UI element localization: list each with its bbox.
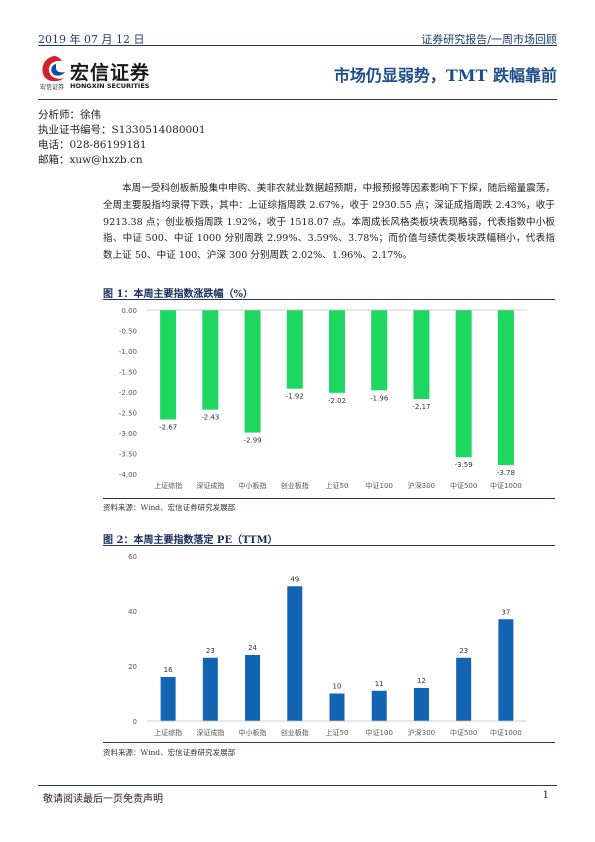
footer-divider [38, 785, 557, 786]
logo-name-cn: 宏信证券 [70, 62, 151, 84]
report-type: 证券研究报告/一周市场回顾 [421, 33, 557, 46]
x-tick-label: 上证综指 [154, 481, 182, 490]
footer-disclaimer: 敬请阅读最后一页免责声明 [43, 794, 163, 805]
figure1-bottom-divider [103, 498, 555, 499]
figure1-bar-chart: 0.00 -0.50 -1.00 -1.50 -2.00 -2.50 -3.00 -3.50 -… [119, 307, 527, 490]
y-tick-label: 0 [133, 718, 137, 726]
y-tick-label: -0.50 [119, 328, 137, 336]
x-tick-label: 中证500 [450, 481, 477, 490]
y-tick-label: -3.00 [119, 430, 137, 438]
hongxin-logo-icon [42, 56, 65, 82]
x-tick-label: 中证100 [366, 481, 393, 490]
data-label: 16 [164, 666, 173, 674]
data-label: 49 [290, 575, 299, 583]
y-tick-label: -2.00 [119, 389, 137, 397]
analyst-phone: 电话：028-86199181 [38, 139, 147, 151]
bar [202, 310, 219, 410]
y-tick-label: -2.50 [119, 410, 137, 418]
bar [371, 690, 387, 721]
y-tick-label: -3.50 [119, 451, 137, 459]
x-tick-label: 中证500 [450, 728, 477, 737]
bar [287, 586, 303, 721]
figure2-top-divider [103, 545, 555, 546]
bar [455, 310, 472, 458]
bar [245, 655, 261, 721]
bar [160, 677, 176, 721]
data-label: -1.96 [370, 394, 389, 402]
data-label: -3.59 [455, 461, 473, 469]
bar [456, 657, 472, 721]
header-divider [38, 45, 557, 46]
data-label: 24 [248, 644, 257, 652]
bar [244, 310, 261, 433]
y-tick-label: -1.50 [119, 369, 137, 377]
x-tick-label: 中证1000 [490, 728, 522, 737]
page-number: 1 [542, 790, 549, 801]
figure2-bottom-divider [103, 742, 555, 743]
bar [329, 693, 345, 721]
figure1-source: 资料来源：Wind、宏信证券研究发展部 [103, 503, 236, 512]
bar [371, 310, 388, 391]
bar [160, 310, 177, 420]
figure1-top-divider [103, 299, 555, 300]
x-tick-label: 上证综指 [154, 728, 182, 737]
x-tick-label: 中小板指 [239, 481, 267, 490]
x-tick-label: 上证50 [326, 728, 349, 737]
figure1-title: 图 1：本周主要指数涨跌幅（%） [103, 289, 253, 300]
bar [413, 310, 430, 399]
title-divider [38, 99, 557, 100]
x-tick-label: 创业板指 [281, 728, 309, 737]
y-tick-label: 40 [128, 608, 137, 616]
figure2-source: 资料来源：Wind、宏信证券研究发展部 [103, 748, 236, 757]
x-tick-label: 深证成指 [196, 728, 224, 737]
x-tick-label: 深证成指 [196, 481, 224, 490]
x-tick-label: 创业板指 [281, 481, 309, 490]
data-label: 12 [417, 677, 426, 685]
y-tick-label: -4.00 [119, 471, 137, 479]
data-label: 10 [333, 683, 342, 691]
figure2-bar-chart: 0 20 40 60 16 上证综指 23 深证成指 24 中小板指 49 创业板指 10 上证50 11 中… [128, 553, 527, 737]
logo-name-cn-small: 宏信证券 [40, 84, 65, 91]
data-label: 11 [375, 680, 384, 688]
data-label: -2.43 [201, 414, 219, 422]
y-tick-label: 20 [128, 663, 137, 671]
x-tick-label: 中证1000 [490, 481, 522, 490]
x-tick-label: 沪深300 [408, 728, 435, 737]
data-label: 37 [501, 608, 510, 616]
analyst-email[interactable]: 邮箱：xuw@hxzb.cn [38, 154, 143, 166]
data-label: -2.02 [328, 397, 346, 405]
logo-name-en: HONGXIN SECURITIES [70, 82, 150, 90]
report-date: 2019 年 07 月 12 日 [38, 33, 145, 46]
bar [286, 310, 303, 389]
page-title: 市场仍显弱势，TMT 跌幅靠前 [333, 66, 557, 85]
x-tick-label: 中证100 [366, 728, 393, 737]
data-label: -3.78 [497, 469, 515, 477]
bar [498, 619, 514, 721]
bar [329, 310, 345, 393]
x-tick-label: 沪深300 [408, 481, 435, 490]
bar [413, 688, 429, 721]
x-tick-label: 中小板指 [239, 728, 267, 737]
data-label: -2.99 [243, 437, 261, 445]
data-label: -2.67 [159, 423, 177, 431]
data-label: 23 [206, 647, 215, 655]
analyst-name: 分析师：徐伟 [38, 109, 101, 121]
summary-paragraph: 本周一受科创板新股集中申购、美非农就业数据超预期，中报预报等因素影响下下探，随后… [103, 183, 555, 262]
bar [202, 657, 218, 721]
y-tick-label: 0.00 [121, 307, 137, 315]
data-label: -2.17 [412, 403, 430, 411]
y-tick-label: 60 [128, 553, 137, 561]
data-label: -1.92 [286, 393, 304, 401]
y-tick-label: -1.00 [119, 348, 137, 356]
data-label: 23 [459, 647, 468, 655]
x-tick-label: 上证50 [326, 481, 349, 490]
bar [497, 310, 514, 465]
figure2-title: 图 2：本周主要指数落定 PE（TTM） [103, 535, 278, 546]
analyst-license: 执业证书编号：S1330514080001 [38, 124, 206, 136]
